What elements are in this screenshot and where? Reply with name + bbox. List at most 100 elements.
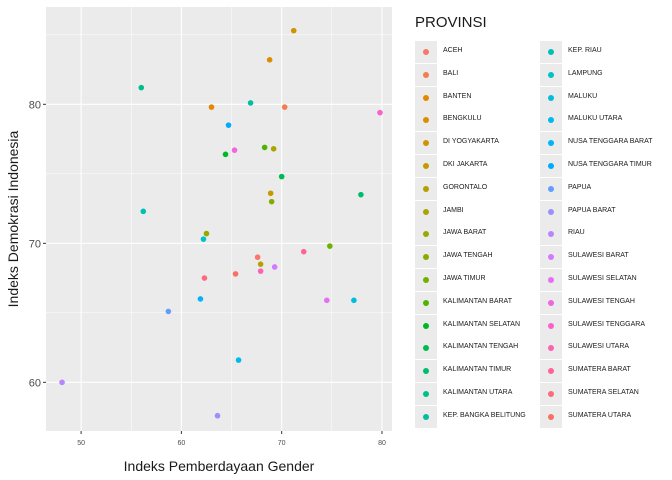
legend-key [415, 86, 437, 109]
legend-dot [423, 94, 429, 101]
legend-label: NUSA TENGGARA BARAT [568, 138, 653, 146]
legend-key [415, 337, 437, 360]
data-point [278, 173, 285, 180]
legend-label: SULAWESI TENGAH [568, 297, 635, 305]
legend-label: SULAWESI BARAT [568, 252, 629, 260]
legend-dot [548, 231, 554, 238]
legend-dot [548, 49, 554, 55]
legend-label: MALUKU UTARA [568, 115, 623, 123]
data-point [300, 248, 307, 255]
x-axis-ticks: 50 60 70 80 [77, 431, 386, 447]
legend-label: KALIMANTAN TENGAH [443, 343, 519, 351]
legend-key [540, 223, 562, 246]
legend-item: MALUKU [540, 86, 672, 109]
legend-item: SULAWESI UTARA [540, 337, 672, 360]
data-point [266, 57, 273, 63]
legend-key [415, 291, 437, 314]
data-point [165, 308, 172, 315]
grid-major [46, 7, 392, 431]
legend-dot [548, 254, 554, 261]
legend-dot [423, 322, 429, 329]
legend-dot [548, 299, 554, 306]
legend-label: KEP. BANGKA BELITUNG [443, 411, 526, 419]
legend-item: LAMPUNG [540, 63, 672, 86]
y-tick-label: 60 [29, 377, 41, 389]
legend-key [415, 383, 437, 405]
legend-dot [548, 140, 554, 147]
legend-label: KEP. RIAU [568, 47, 602, 54]
data-point [377, 109, 383, 116]
plot-panel [46, 7, 392, 431]
legend-item: JAWA BARAT [415, 223, 555, 246]
legend-key [540, 177, 562, 200]
legend-key [540, 383, 562, 405]
data-point [257, 268, 264, 274]
legend-item: GORONTALO [415, 177, 555, 200]
legend-key [540, 63, 562, 86]
legend-dot [423, 345, 429, 352]
data-points [59, 27, 383, 419]
data-point [222, 151, 229, 158]
data-point [140, 208, 147, 215]
legend-item: SUMATERA UTARA [540, 405, 672, 428]
legend-label: PAPUA [568, 183, 592, 191]
data-point [281, 104, 288, 110]
legend-item: MALUKU UTARA [540, 109, 672, 132]
legend-item: KALIMANTAN BARAT [415, 291, 555, 314]
x-axis-title: Indeks Pemberdayaan Gender [124, 458, 315, 474]
data-point [290, 27, 297, 34]
x-tick-label: 70 [278, 440, 286, 447]
legend-label: KALIMANTAN UTARA [443, 389, 513, 396]
data-point [225, 122, 232, 128]
legend-key [415, 200, 437, 223]
y-tick-label: 80 [29, 99, 41, 111]
legend-key [540, 405, 562, 428]
legend-key [540, 109, 562, 132]
legend-label: BENGKULU [443, 115, 482, 123]
legend-dot [548, 322, 554, 329]
legend-item: JAWA TIMUR [415, 269, 555, 291]
data-point [261, 144, 268, 151]
data-point [247, 100, 254, 106]
legend-label: KALIMANTAN BARAT [443, 297, 512, 305]
legend-key [415, 155, 437, 177]
grid-minor [46, 7, 392, 431]
legend-label: SUMATERA UTARA [568, 411, 632, 419]
legend-item: KALIMANTAN UTARA [415, 383, 555, 405]
legend-key [540, 132, 562, 155]
legend-dot [423, 277, 429, 283]
legend-item: DI YOGYAKARTA [415, 132, 555, 155]
legend-item: NUSA TENGGARA BARAT [540, 132, 672, 155]
data-point [231, 147, 238, 153]
legend-item: JAWA TENGAH [415, 246, 555, 269]
data-point [208, 104, 215, 110]
legend-title: PROVINSI [415, 14, 487, 31]
legend-dot [548, 208, 554, 215]
legend-item: RIAU [540, 223, 672, 246]
x-tick-label: 50 [77, 440, 85, 447]
legend-item: NUSA TENGGARA TIMUR [540, 155, 672, 177]
data-point [254, 254, 261, 261]
legend-key [540, 291, 562, 314]
legend-label: GORONTALO [443, 183, 488, 191]
x-tick-label: 80 [378, 440, 386, 447]
legend-key [540, 200, 562, 223]
legend-key [415, 109, 437, 132]
legend-key [415, 223, 437, 246]
data-point [271, 264, 278, 270]
legend-dot [548, 94, 554, 101]
data-point [257, 261, 264, 267]
legend-label: SULAWESI SELATAN [568, 275, 637, 282]
legend-key [415, 269, 437, 291]
legend-label: JAWA TIMUR [443, 275, 486, 282]
legend-dot [423, 299, 429, 306]
legend-dot [423, 140, 429, 147]
legend-key [415, 314, 437, 337]
data-point [327, 243, 333, 249]
legend-dot [548, 345, 554, 352]
legend-item: KALIMANTAN TIMUR [415, 360, 555, 383]
legend-key [540, 314, 562, 337]
data-point [267, 190, 274, 197]
legend-item: BENGKULU [415, 109, 555, 132]
legend-dot [423, 49, 429, 55]
